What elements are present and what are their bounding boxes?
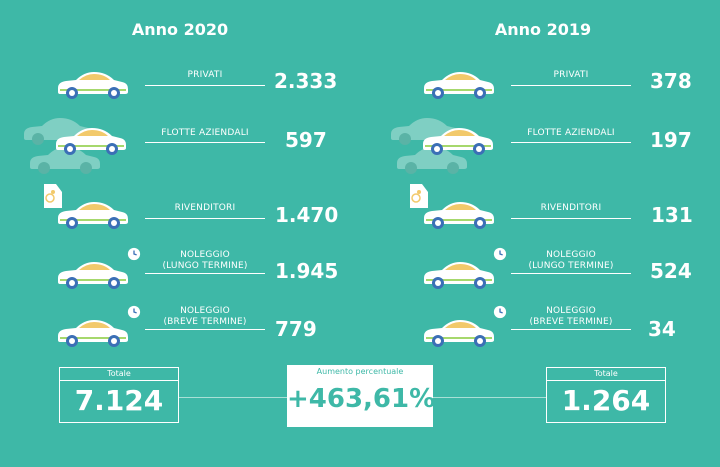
label-rivenditori-2020: RIVENDITORI: [174, 203, 236, 213]
car-icon: [50, 118, 130, 158]
year-2020-title: Anno 2020: [131, 20, 229, 39]
label-flotte-2019: FLOTTE AZIENDALI: [527, 128, 615, 138]
total-2019-box: Totale 1.264: [546, 367, 666, 423]
percent-increase-box: Aumento percentuale +463,61%: [287, 365, 436, 427]
label-noleggio-breve-2020: NOLEGGIO (BREVE TERMINE): [145, 306, 265, 328]
total-2019-value: 1.264: [561, 384, 651, 417]
car-icon: [52, 252, 132, 292]
divider: [145, 273, 265, 274]
divider: [511, 329, 631, 330]
label-privati-2019: PRIVATI: [553, 70, 589, 80]
total-2020-label: Totale: [60, 368, 178, 381]
value-noleggio-lungo-2019: 524: [650, 259, 692, 283]
label-line: NOLEGGIO: [546, 306, 596, 316]
label-privati-2020: PRIVATI: [187, 70, 223, 80]
value-noleggio-breve-2019: 34: [648, 317, 676, 341]
value-rivenditori-2020: 1.470: [275, 203, 339, 227]
car-icon: [418, 192, 498, 232]
value-flotte-2019: 197: [650, 128, 692, 152]
year-2019-title: Anno 2019: [494, 20, 592, 39]
divider: [511, 142, 631, 143]
label-noleggio-breve-2019: NOLEGGIO (BREVE TERMINE): [511, 306, 631, 328]
label-line: (BREVE TERMINE): [163, 317, 247, 327]
label-noleggio-lungo-2019: NOLEGGIO (LUNGO TERMINE): [511, 250, 631, 272]
divider: [511, 273, 631, 274]
total-2020-box: Totale 7.124: [59, 367, 179, 423]
label-line: (LUNGO TERMINE): [162, 261, 248, 271]
label-line: NOLEGGIO: [546, 250, 596, 260]
label-line: NOLEGGIO: [180, 250, 230, 260]
value-privati-2020: 2.333: [274, 69, 338, 93]
label-rivenditori-2019: RIVENDITORI: [540, 203, 602, 213]
label-line: (BREVE TERMINE): [529, 317, 613, 327]
label-line: (LUNGO TERMINE): [528, 261, 614, 271]
divider: [145, 329, 265, 330]
value-flotte-2020: 597: [285, 128, 327, 152]
percent-increase-label: Aumento percentuale: [316, 367, 404, 376]
value-noleggio-breve-2020: 779: [275, 317, 317, 341]
label-line: NOLEGGIO: [180, 306, 230, 316]
car-icon: [52, 192, 132, 232]
car-icon: [418, 310, 498, 350]
divider: [145, 218, 265, 219]
total-2019-label: Totale: [547, 368, 665, 381]
value-rivenditori-2019: 131: [651, 203, 693, 227]
car-icon: [52, 62, 132, 102]
value-noleggio-lungo-2020: 1.945: [275, 259, 339, 283]
connector-line: [178, 397, 287, 398]
divider: [145, 85, 265, 86]
car-icon: [52, 310, 132, 350]
connector-line: [433, 397, 546, 398]
divider: [145, 142, 265, 143]
label-noleggio-lungo-2020: NOLEGGIO (LUNGO TERMINE): [145, 250, 265, 272]
car-icon: [418, 252, 498, 292]
car-icon: [418, 62, 498, 102]
car-icon: [417, 118, 497, 158]
total-2020-value: 7.124: [74, 384, 164, 417]
value-privati-2019: 378: [650, 69, 692, 93]
percent-increase-value: +463,61%: [287, 384, 436, 414]
label-flotte-2020: FLOTTE AZIENDALI: [161, 128, 249, 138]
divider: [511, 218, 631, 219]
divider: [511, 85, 631, 86]
